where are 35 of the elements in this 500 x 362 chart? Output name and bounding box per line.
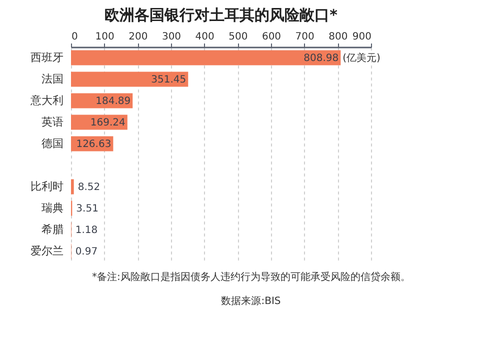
y-tick-label: 意大利: [30, 94, 64, 107]
data-label: 1.18: [75, 224, 98, 236]
x-tick-label: 700: [295, 32, 314, 42]
y-tick-label: 德国: [42, 136, 64, 150]
bar: [71, 179, 74, 194]
data-label: 351.45: [151, 74, 186, 86]
data-label: 3.51: [76, 203, 98, 214]
bar: [71, 50, 341, 66]
x-tick-label: 100: [95, 32, 114, 42]
data-label: 8.52: [78, 182, 100, 193]
data-label: 0.97: [75, 246, 98, 258]
y-tick-label: 爱尔兰: [30, 244, 64, 258]
x-tick-label: 300: [162, 32, 182, 42]
source-note: 数据来源:BIS: [220, 294, 282, 308]
annotation: (亿美元): [342, 52, 381, 64]
x-tick-label: 600: [262, 32, 282, 42]
text: *备注:风险敞口是指因债务人违约行为导致的可能承受风险的信贷余额。: [92, 270, 412, 284]
data-label: 126.63: [76, 138, 112, 150]
y-tick-label: 比利时: [30, 180, 64, 193]
y-tick-label: 英语: [42, 115, 64, 128]
chart-title: 欧洲各国银行对土耳其的风险敞口*: [104, 6, 338, 24]
x-tick-label: 500: [228, 32, 248, 42]
data-label: 184.89: [96, 96, 131, 107]
data-label: 808.98: [304, 52, 339, 64]
x-tick-label: 900: [352, 32, 372, 42]
y-tick-label: 西班牙: [30, 50, 64, 64]
data-label: 169.24: [90, 117, 126, 128]
y-tick-label: 法国: [42, 72, 64, 86]
x-tick-label: 0: [72, 32, 78, 42]
x-tick-label: 400: [195, 32, 214, 42]
y-tick-label: 希腊: [42, 222, 64, 236]
bar: [71, 72, 188, 87]
x-tick-label: 800: [328, 32, 348, 42]
y-tick-label: 瑞典: [42, 201, 64, 214]
x-tick-label: 200: [128, 32, 148, 42]
